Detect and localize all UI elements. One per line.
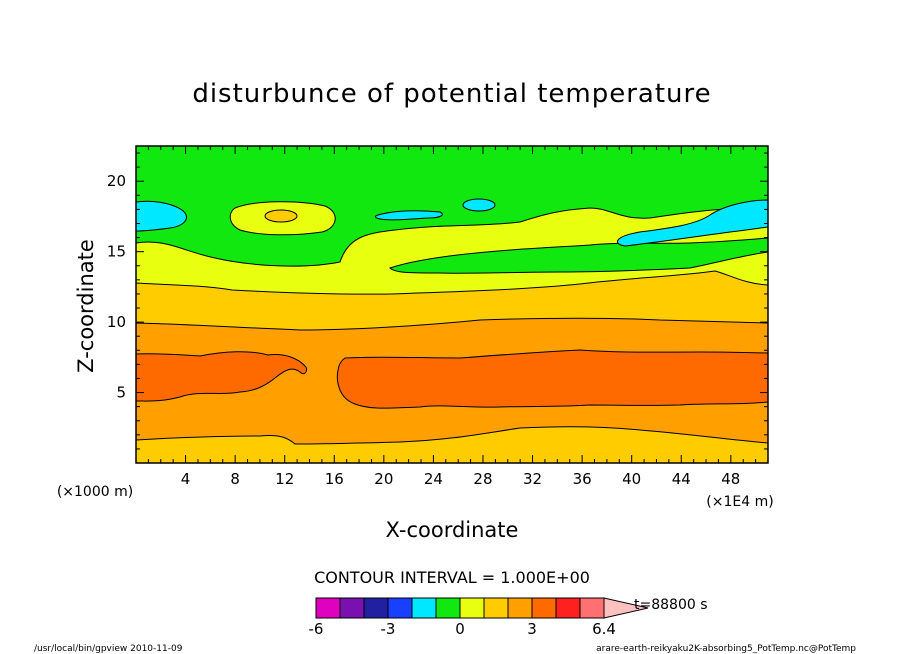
band-darkorange-left <box>135 351 307 402</box>
colorbar-swatch <box>387 597 413 619</box>
y-tick-label: 15 <box>107 243 126 261</box>
colorbar-label: -6 <box>309 620 324 638</box>
x-tick-label: 28 <box>473 470 492 488</box>
colorbar-swatch <box>363 597 389 619</box>
colorbar-label: 3 <box>527 620 537 638</box>
x-tick-label: 40 <box>622 470 641 488</box>
colorbar-swatch <box>411 597 437 619</box>
x-tick-label: 4 <box>181 470 191 488</box>
time-label: t=88800 s <box>634 597 708 613</box>
colorbar-arrow <box>603 597 649 619</box>
band-cyan-right <box>616 199 769 247</box>
colorbar-swatch <box>435 597 461 619</box>
colorbar-swatch <box>339 597 365 619</box>
plot-frame <box>135 145 769 464</box>
x-tick-label: 20 <box>374 470 393 488</box>
y-scale-label: (×1000 m) <box>57 484 133 500</box>
x-scale-label: (×1E4 m) <box>706 494 773 510</box>
footer-left: /usr/local/bin/gpview 2010-11-09 <box>34 644 183 654</box>
band-gold-bottom <box>135 426 769 464</box>
x-tick-label: 24 <box>424 470 443 488</box>
band-cyan-left <box>135 200 187 232</box>
colorbar: -6 -3 0 3 6.4 <box>309 597 649 638</box>
x-tick-label: 48 <box>721 470 740 488</box>
x-tick-label: 16 <box>325 470 344 488</box>
colorbar-swatch <box>507 597 533 619</box>
colorbar-swatch <box>579 597 605 619</box>
colorbar-swatch <box>315 597 341 619</box>
chart-title: disturbunce of potential temperature <box>192 79 711 109</box>
x-axis-label: X-coordinate <box>386 518 519 542</box>
colorbar-label: -3 <box>381 620 396 638</box>
contour-interval-label: CONTOUR INTERVAL = 1.000E+00 <box>314 568 590 587</box>
y-tick-label: 20 <box>107 172 126 190</box>
x-tick-label: 32 <box>523 470 542 488</box>
plot-area <box>135 146 769 464</box>
footer-right: arare-earth-reikyaku2K-absorbing5_PotTem… <box>596 644 856 654</box>
colorbar-swatch <box>555 597 581 619</box>
band-cyan-small <box>462 198 496 212</box>
x-tick-label: 12 <box>275 470 294 488</box>
y-axis-label: Z-coordinate <box>74 239 98 373</box>
colorbar-swatch <box>531 597 557 619</box>
x-tick-label: 8 <box>230 470 240 488</box>
y-tick-label: 5 <box>116 384 126 402</box>
colorbar-label: 6.4 <box>592 620 616 638</box>
x-tick-label: 36 <box>573 470 592 488</box>
colorbar-swatch <box>483 597 509 619</box>
band-cyan-mid <box>375 210 443 221</box>
band-gold-patch <box>264 209 298 223</box>
x-tick-label: 44 <box>672 470 691 488</box>
band-darkorange-right <box>336 349 769 409</box>
axis-ticks <box>136 146 768 463</box>
colorbar-swatch <box>459 597 485 619</box>
y-tick-label: 10 <box>107 313 126 331</box>
colorbar-label: 0 <box>455 620 465 638</box>
